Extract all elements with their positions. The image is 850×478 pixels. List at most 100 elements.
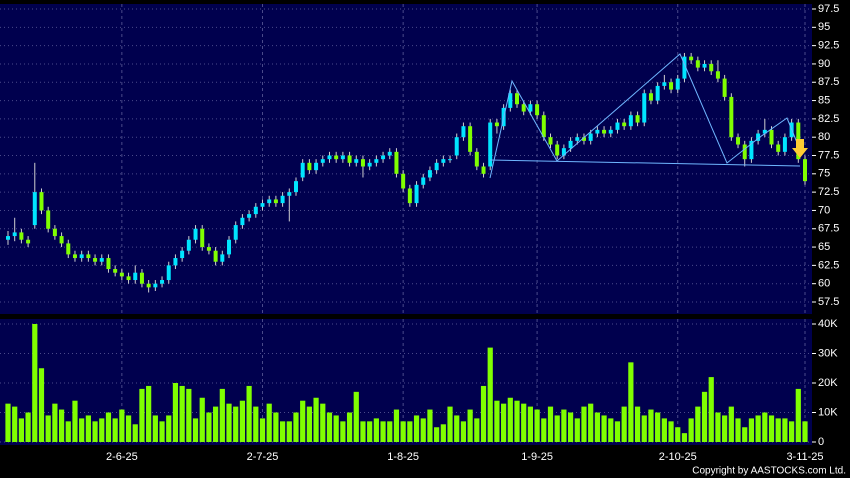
volume-bar xyxy=(480,385,487,442)
x-tick-label: 2-7-25 xyxy=(247,451,279,463)
volume-bar xyxy=(313,397,319,442)
volume-bar xyxy=(434,427,440,442)
candle-body xyxy=(695,60,700,68)
volume-bar xyxy=(608,418,614,442)
candle-body xyxy=(803,159,807,182)
volume-bar xyxy=(320,403,326,442)
candle-body xyxy=(689,56,694,61)
candle-body xyxy=(715,71,720,79)
volume-bar xyxy=(688,418,694,442)
candle-body xyxy=(26,239,31,244)
candle-body xyxy=(354,159,359,163)
candle-body xyxy=(287,192,292,196)
volume-panel xyxy=(0,319,812,445)
volume-bar xyxy=(132,424,138,442)
candle-body xyxy=(273,199,278,204)
y-tick-label: 60 xyxy=(818,278,830,290)
volume-bar xyxy=(172,383,179,442)
volume-bar xyxy=(192,418,199,442)
candle-body xyxy=(293,181,298,193)
volume-bar xyxy=(99,418,105,442)
candle-body xyxy=(260,203,265,207)
y-tick-label: 62.5 xyxy=(818,259,839,271)
volume-bar xyxy=(554,415,560,442)
volume-bar xyxy=(614,421,621,442)
volume-bar xyxy=(621,406,627,442)
candle-body xyxy=(508,93,513,108)
volume-bar xyxy=(139,388,145,442)
volume-bar xyxy=(561,409,567,442)
candle-body xyxy=(247,214,252,218)
volume-bar xyxy=(708,377,714,442)
volume-bar xyxy=(588,403,594,442)
candle-body xyxy=(394,151,399,174)
y-tick-label: 92.5 xyxy=(818,40,839,52)
y-tick-label: 80 xyxy=(818,131,830,143)
candle-body xyxy=(360,159,365,167)
x-tick-label: 1-9-25 xyxy=(521,451,553,463)
volume-bar xyxy=(373,418,379,442)
candle-body xyxy=(555,144,560,156)
volume-bar xyxy=(534,409,540,442)
candle-body xyxy=(327,155,332,160)
volume-bar xyxy=(152,415,158,442)
candle-body xyxy=(193,228,198,240)
volume-bar xyxy=(628,362,634,442)
volume-bar xyxy=(266,403,272,442)
candle-body xyxy=(702,63,707,68)
volume-bar xyxy=(735,418,741,442)
volume-bar xyxy=(119,409,125,442)
candle-body xyxy=(642,93,647,123)
volume-bar xyxy=(655,412,661,442)
volume-bar xyxy=(748,418,755,442)
candle-body xyxy=(200,228,205,248)
candle-body xyxy=(434,162,439,171)
y-tick-label: 82.5 xyxy=(818,113,839,125)
volume-bar xyxy=(768,415,775,442)
volume-bar xyxy=(79,418,85,442)
candle-body xyxy=(133,272,138,281)
candle-body xyxy=(595,129,600,134)
candle-body xyxy=(776,144,781,152)
candle-body xyxy=(602,129,607,134)
x-tick-label: 3-11-25 xyxy=(786,451,823,463)
volume-bar xyxy=(795,388,801,442)
y-tick-label: 97.5 xyxy=(818,3,839,15)
candle-body xyxy=(233,225,238,240)
volume-bar xyxy=(467,409,473,442)
volume-bar xyxy=(755,415,761,442)
volume-bar xyxy=(782,418,788,442)
volume-bar xyxy=(58,409,65,442)
volume-bar xyxy=(239,400,246,442)
volume-bar xyxy=(501,403,507,442)
volume-bar xyxy=(18,418,24,442)
candle-body xyxy=(66,243,71,255)
candle-body xyxy=(414,184,419,204)
candle-body xyxy=(113,269,118,273)
y-tick-label: 67.5 xyxy=(818,223,839,235)
volume-bar xyxy=(273,412,279,442)
volume-bar xyxy=(742,427,748,442)
candle-body xyxy=(575,137,580,141)
candle-body xyxy=(86,254,91,259)
volume-bar xyxy=(353,391,359,442)
volume-bar xyxy=(166,415,172,442)
candle-body xyxy=(729,96,734,138)
y-tick-label: 57.5 xyxy=(818,296,839,308)
signal-arrow xyxy=(792,139,808,158)
volume-bar xyxy=(279,421,286,442)
candle-body xyxy=(160,280,165,284)
volume-bar xyxy=(494,400,500,442)
volume-bar xyxy=(206,412,212,442)
candle-body xyxy=(166,265,171,281)
volume-bar xyxy=(802,421,808,442)
volume-bar xyxy=(634,406,641,442)
volume-bar xyxy=(393,409,400,442)
candle-body xyxy=(173,258,178,266)
volume-bar xyxy=(45,415,51,442)
candle-body xyxy=(528,104,533,112)
volume-bar xyxy=(567,412,574,442)
candle-body xyxy=(461,126,466,138)
candle-body xyxy=(126,276,131,281)
